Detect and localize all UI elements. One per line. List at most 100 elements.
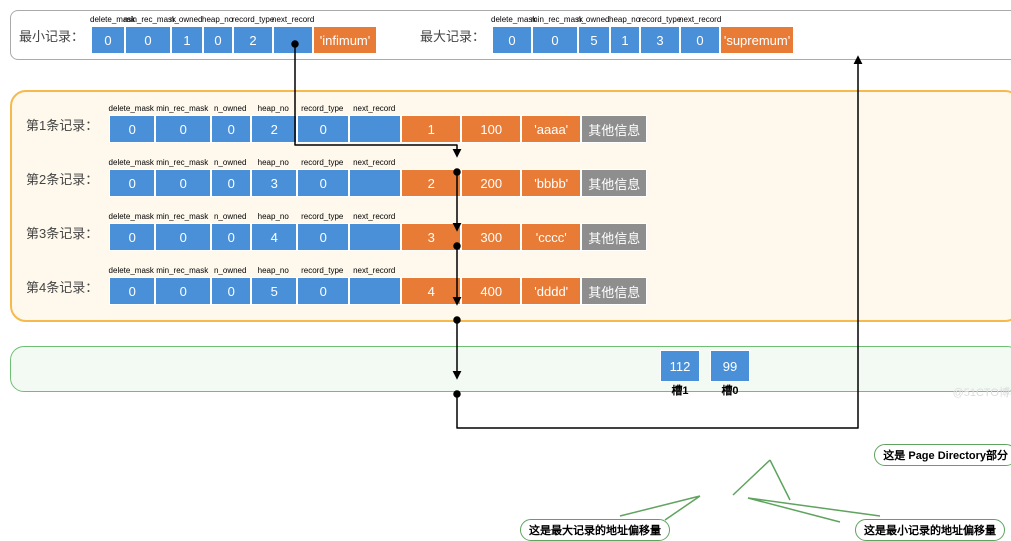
data-cell: 'dddd' <box>521 277 581 305</box>
record-cells-group: delete_maskmin_rec_maskn_ownedheap_norec… <box>108 158 648 198</box>
header-cell: 0 <box>155 277 211 305</box>
header-cell: 0 <box>532 26 578 54</box>
header-cell: 0 <box>297 223 349 251</box>
record-label: 第3条记录： <box>26 223 98 242</box>
header-label: n_owned <box>170 15 202 25</box>
header-cell: 0 <box>211 169 251 197</box>
header-cell: 0 <box>203 26 233 54</box>
header-label: next_record <box>348 158 400 168</box>
header-label: min_rec_mask <box>124 15 170 25</box>
header-cell: 0 <box>109 277 155 305</box>
header-cell: 0 <box>155 115 211 143</box>
slot: 112槽1 <box>660 350 700 398</box>
data-cell: 3 <box>401 223 461 251</box>
bubble-min-offset: 这是最小记录的地址偏移量 <box>855 519 1005 541</box>
data-cell: 1 <box>401 115 461 143</box>
header-label: n_owned <box>210 104 250 114</box>
header-label: delete_mask <box>90 15 124 25</box>
min-record-label: 最小记录： <box>19 26 84 45</box>
min-headers: delete_maskmin_rec_maskn_ownedheap_norec… <box>90 15 378 25</box>
record-row: 第1条记录：delete_maskmin_rec_maskn_ownedheap… <box>26 104 1005 144</box>
tag-cell: 'infimum' <box>313 26 377 54</box>
header-label: n_owned <box>210 158 250 168</box>
header-label: record_type <box>296 158 348 168</box>
header-cell: 3 <box>251 169 297 197</box>
header-cell: 5 <box>578 26 610 54</box>
header-label: record_type <box>296 266 348 276</box>
header-cell: 0 <box>492 26 532 54</box>
extra-cell: 其他信息 <box>581 223 647 251</box>
header-label: heap_no <box>250 158 296 168</box>
header-cell: 0 <box>297 115 349 143</box>
header-label: record_type <box>232 15 272 25</box>
header-label: min_rec_mask <box>154 158 210 168</box>
header-label: min_rec_mask <box>531 15 577 25</box>
header-label: delete_mask <box>491 15 531 25</box>
header-label: delete_mask <box>108 158 154 168</box>
data-cell: 'aaaa' <box>521 115 581 143</box>
header-label: next_record <box>679 15 719 25</box>
max-cells: 005130'supremum' <box>491 25 795 55</box>
header-label: heap_no <box>250 266 296 276</box>
record-label: 第2条记录： <box>26 169 98 188</box>
header-cell: 1 <box>610 26 640 54</box>
header-cell <box>349 115 401 143</box>
header-label: heap_no <box>202 15 232 25</box>
header-cell: 2 <box>233 26 273 54</box>
page-directory-box: 112槽199槽0 <box>10 346 1011 392</box>
record-cells-group: delete_maskmin_rec_maskn_ownedheap_norec… <box>108 266 648 306</box>
header-cell: 0 <box>91 26 125 54</box>
header-label: n_owned <box>577 15 609 25</box>
header-cell: 0 <box>297 277 349 305</box>
header-cell: 0 <box>680 26 720 54</box>
header-label: heap_no <box>609 15 639 25</box>
header-label: heap_no <box>250 104 296 114</box>
bubble-max-offset: 这是最大记录的地址偏移量 <box>520 519 670 541</box>
header-label: record_type <box>296 104 348 114</box>
slot-label: 槽0 <box>721 382 738 398</box>
slots-row: 112槽199槽0 <box>660 350 750 398</box>
header-label: n_owned <box>210 212 250 222</box>
record-cells-group: delete_maskmin_rec_maskn_ownedheap_norec… <box>108 104 648 144</box>
header-label: n_owned <box>210 266 250 276</box>
header-label: next_record <box>348 266 400 276</box>
max-headers: delete_maskmin_rec_maskn_ownedheap_norec… <box>491 15 795 25</box>
record-label: 第4条记录： <box>26 277 98 296</box>
bubble-page-directory: 这是 Page Directory部分 <box>874 444 1011 466</box>
header-label: min_rec_mask <box>154 104 210 114</box>
data-records-box: 第1条记录：delete_maskmin_rec_maskn_ownedheap… <box>10 90 1011 322</box>
data-cell: 400 <box>461 277 521 305</box>
header-label: record_type <box>296 212 348 222</box>
data-cell: 2 <box>401 169 461 197</box>
header-cell: 1 <box>171 26 203 54</box>
header-label: next_record <box>348 104 400 114</box>
header-label: delete_mask <box>108 212 154 222</box>
record-row: 第4条记录： delete_maskmin_rec_maskn_ownedheap… <box>26 266 1005 306</box>
header-cell: 0 <box>109 115 155 143</box>
tag-cell: 'supremum' <box>720 26 794 54</box>
header-label: next_record <box>348 212 400 222</box>
watermark: @51CTO博客 <box>953 384 1011 400</box>
header-cell <box>273 26 313 54</box>
header-label: delete_mask <box>108 266 154 276</box>
data-cell: 4 <box>401 277 461 305</box>
header-cell: 0 <box>297 169 349 197</box>
header-cell <box>349 169 401 197</box>
header-label: heap_no <box>250 212 296 222</box>
data-cell: 100 <box>461 115 521 143</box>
slot: 99槽0 <box>710 350 750 398</box>
header-cell: 0 <box>125 26 171 54</box>
data-cell: 200 <box>461 169 521 197</box>
header-label: next_record <box>272 15 312 25</box>
boundary-records-box: 最小记录： delete_maskmin_rec_maskn_ownedheap… <box>10 10 1011 60</box>
header-cell: 0 <box>155 169 211 197</box>
data-cell: 'bbbb' <box>521 169 581 197</box>
header-label: record_type <box>639 15 679 25</box>
header-cell <box>349 277 401 305</box>
header-cell: 5 <box>251 277 297 305</box>
extra-cell: 其他信息 <box>581 115 647 143</box>
data-cell: 'cccc' <box>521 223 581 251</box>
record-row: 第3条记录： delete_maskmin_rec_maskn_ownedheap… <box>26 212 1005 252</box>
header-cell: 0 <box>211 223 251 251</box>
header-label: min_rec_mask <box>154 212 210 222</box>
